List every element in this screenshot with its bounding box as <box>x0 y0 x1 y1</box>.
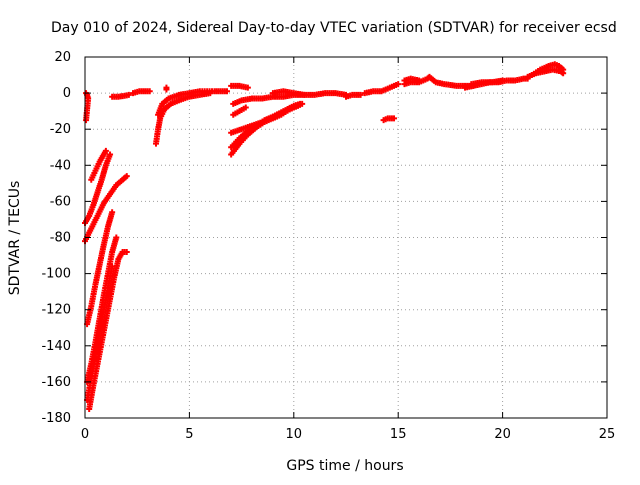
series-seg-mid-8 <box>343 91 364 100</box>
series-seg-pt-1 <box>163 84 170 93</box>
y-tick-label: -80 <box>50 231 71 246</box>
y-tick-label: 20 <box>54 50 71 65</box>
series-seg-late-8 <box>528 61 567 79</box>
series-seg-flat-1 <box>109 91 132 100</box>
series-seg-steep-2 <box>82 173 130 245</box>
chart-title: Day 010 of 2024, Sidereal Day-to-day VTE… <box>51 20 617 36</box>
data-point <box>123 248 130 255</box>
series-seg-mid-1 <box>228 82 251 91</box>
data-point <box>102 147 109 154</box>
data-point <box>416 77 423 84</box>
data-point <box>560 66 567 73</box>
y-tick-labels: -180 -160 -140 -120 -100 -80 -60 -40 -20 0 20 <box>41 50 71 426</box>
data-point <box>146 88 153 95</box>
y-tick-label: 0 <box>63 86 71 101</box>
data-point <box>113 234 120 241</box>
data-point <box>395 81 402 88</box>
data-point <box>299 100 306 107</box>
data-point <box>391 115 398 122</box>
y-tick-label: -180 <box>41 411 71 426</box>
series-seg-rise-2 <box>155 88 230 118</box>
data-point <box>107 151 114 158</box>
data-point <box>109 263 116 270</box>
x-tick-label: 0 <box>81 427 89 442</box>
data-point <box>242 104 249 111</box>
y-tick-label: -140 <box>41 339 71 354</box>
data-point <box>163 84 170 91</box>
series-seg-rise-1 <box>152 90 214 147</box>
data-point <box>83 117 90 124</box>
series-seg-steep-4 <box>84 209 116 328</box>
data-point <box>244 84 251 91</box>
y-tick-label: -40 <box>50 158 71 173</box>
x-tick-label: 25 <box>599 427 616 442</box>
y-tick-label: -120 <box>41 303 71 318</box>
x-tick-label: 20 <box>494 427 511 442</box>
data-point <box>125 91 132 98</box>
x-tick-label: 15 <box>390 427 407 442</box>
series-seg-early-a <box>83 90 92 124</box>
series-seg-late-1 <box>361 81 402 97</box>
series-seg-mid-5 <box>228 100 306 151</box>
x-tick-label: 5 <box>185 427 193 442</box>
y-tick-label: -20 <box>50 122 71 137</box>
series-seg-mid-6 <box>230 104 249 118</box>
data-point <box>109 209 116 216</box>
data-point <box>123 173 130 180</box>
axis-ticks <box>84 56 608 419</box>
series-seg-steep-3 <box>88 147 109 183</box>
data-point <box>499 77 506 84</box>
grid <box>85 57 607 418</box>
y-tick-label: -60 <box>50 194 71 209</box>
series-seg-steep-1 <box>82 151 114 227</box>
data-point <box>301 91 308 98</box>
y-tick-label: -160 <box>41 375 71 390</box>
x-axis-label: GPS time / hours <box>286 458 403 474</box>
series-seg-mid-7 <box>269 88 308 98</box>
y-axis-label: SDTVAR / TECUs <box>7 181 23 296</box>
x-tick-label: 10 <box>286 427 303 442</box>
series-seg-late-6 <box>468 77 506 88</box>
data-point <box>223 88 230 95</box>
data-points <box>82 61 567 412</box>
series-seg-flat-2 <box>130 88 153 97</box>
data-point <box>357 91 364 98</box>
series-seg-late-2 <box>380 115 398 124</box>
y-tick-label: -100 <box>41 267 71 282</box>
x-tick-labels: 0 5 10 15 20 25 <box>81 427 615 442</box>
series-seg-late-4 <box>401 75 423 84</box>
series-seg-steep-7 <box>84 263 116 403</box>
